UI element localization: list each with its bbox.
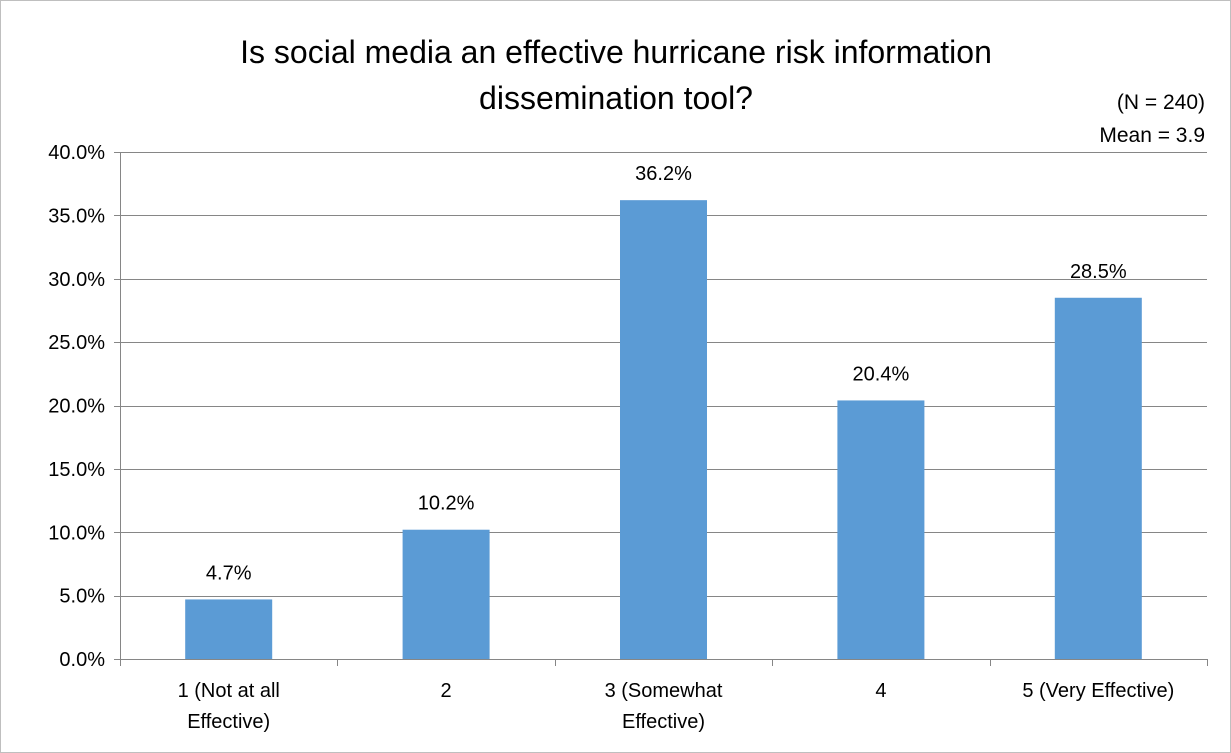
bar — [620, 200, 707, 660]
x-tick-label-line: 4 — [875, 680, 886, 702]
mean-label: Mean = 3.9 — [1099, 124, 1205, 147]
y-tick-label: 30.0% — [48, 269, 105, 291]
y-tick-label: 40.0% — [48, 142, 105, 164]
bars — [185, 200, 1142, 660]
data-label: 28.5% — [1070, 261, 1127, 283]
x-axis-tick-labels: 1 (Not at all Effective) 2 3 (Somewhat Effec… — [178, 680, 1175, 733]
chart-title: Is social media an effective hurricane r… — [240, 34, 992, 116]
x-tick-label-line: Effective) — [187, 711, 270, 733]
x-tick-label-line: 1 (Not at all — [178, 680, 280, 702]
data-label: 36.2% — [635, 163, 692, 185]
x-tick-label: 4 — [875, 680, 886, 702]
data-label: 10.2% — [418, 493, 475, 515]
bar — [837, 400, 925, 659]
y-tick-label: 35.0% — [48, 205, 105, 227]
x-tick-label-line: 3 (Somewhat — [605, 680, 723, 702]
data-labels: 4.7% 10.2% 36.2% 20.4% 28.5% — [206, 163, 1127, 584]
bar — [185, 599, 273, 659]
x-tick-label: 5 (Very Effective) — [1022, 680, 1174, 702]
y-tick-label: 5.0% — [59, 586, 105, 608]
chart-title-line: Is social media an effective hurricane r… — [240, 34, 992, 70]
x-tick-label: 2 — [441, 680, 452, 702]
x-tick-label-line: Effective) — [622, 711, 705, 733]
y-tick-label: 15.0% — [48, 459, 105, 481]
y-tick-label: 25.0% — [48, 332, 105, 354]
x-tick-label-line: 2 — [441, 680, 452, 702]
y-axis-tick-labels: 0.0% 5.0% 10.0% 15.0% 20.0% 25.0% 30.0% 35.0% 40… — [48, 142, 105, 671]
sample-size-label: (N = 240) — [1117, 91, 1205, 114]
data-label: 20.4% — [853, 363, 910, 385]
x-tick-label-line: 5 (Very Effective) — [1022, 680, 1174, 702]
data-label: 4.7% — [206, 562, 252, 584]
axes — [114, 152, 1208, 666]
chart-title-line: dissemination tool? — [479, 80, 753, 116]
chart-annotation: (N = 240) Mean = 3.9 — [1099, 91, 1205, 147]
x-tick-label: 1 (Not at all Effective) — [178, 680, 280, 733]
bar — [402, 529, 490, 659]
y-tick-label: 10.0% — [48, 522, 105, 544]
y-tick-label: 0.0% — [59, 649, 105, 671]
x-tick-label: 3 (Somewhat Effective) — [605, 680, 723, 733]
bar — [1054, 297, 1142, 659]
y-tick-label: 20.0% — [48, 396, 105, 418]
